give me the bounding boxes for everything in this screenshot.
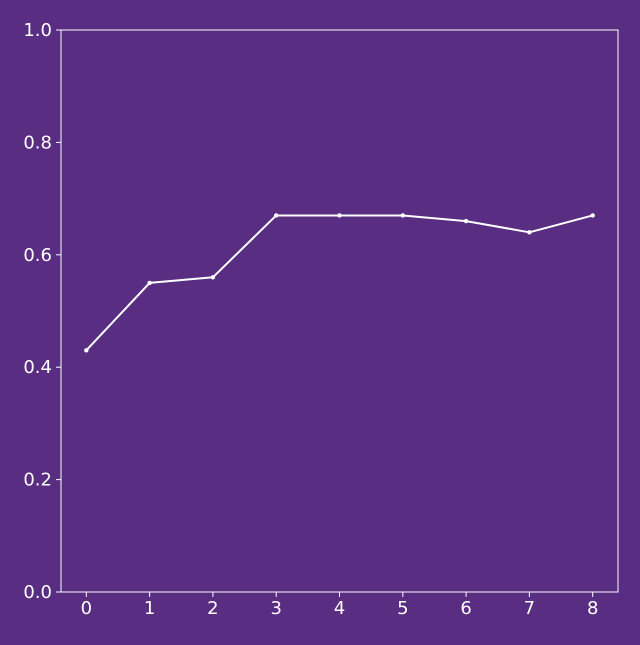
x-tick-label: 2: [207, 598, 218, 619]
data-point: [590, 213, 595, 218]
data-point: [463, 218, 469, 224]
series-layer: [84, 213, 595, 353]
x-axis: 0 1 2 3 4 5 6 7 8: [81, 592, 598, 619]
y-tick-label: 1.0: [23, 20, 52, 41]
data-point: [337, 213, 342, 218]
x-tick-label: 7: [524, 598, 535, 619]
y-tick-label: 0.4: [23, 357, 52, 378]
y-tick-label: 0.2: [23, 470, 52, 491]
x-tick-label: 5: [397, 598, 408, 619]
y-axis: 0.0 0.2 0.4 0.6 0.8 1.0: [23, 20, 61, 603]
x-tick-label: 1: [144, 598, 155, 619]
y-tick-label: 0.8: [23, 132, 52, 153]
series-line: [85, 214, 593, 352]
data-point: [147, 280, 152, 286]
plot-frame: [60, 29, 619, 593]
x-tick-label: 6: [460, 598, 471, 619]
y-tick-label: 0.0: [23, 582, 52, 603]
x-tick-label: 8: [587, 598, 598, 619]
x-tick-label: 3: [270, 598, 281, 619]
data-point: [400, 213, 405, 218]
data-point: [274, 213, 279, 218]
y-tick-label: 0.6: [23, 245, 52, 266]
data-point: [84, 348, 89, 353]
x-tick-label: 0: [81, 598, 92, 619]
data-point: [210, 275, 216, 280]
x-tick-label: 4: [334, 598, 345, 619]
data-point: [527, 230, 532, 235]
